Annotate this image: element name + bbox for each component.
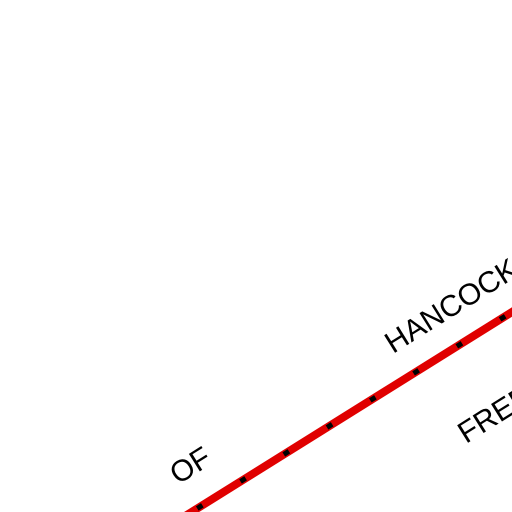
boundary-casing xyxy=(184,307,512,512)
county-boundary-line xyxy=(184,307,512,512)
